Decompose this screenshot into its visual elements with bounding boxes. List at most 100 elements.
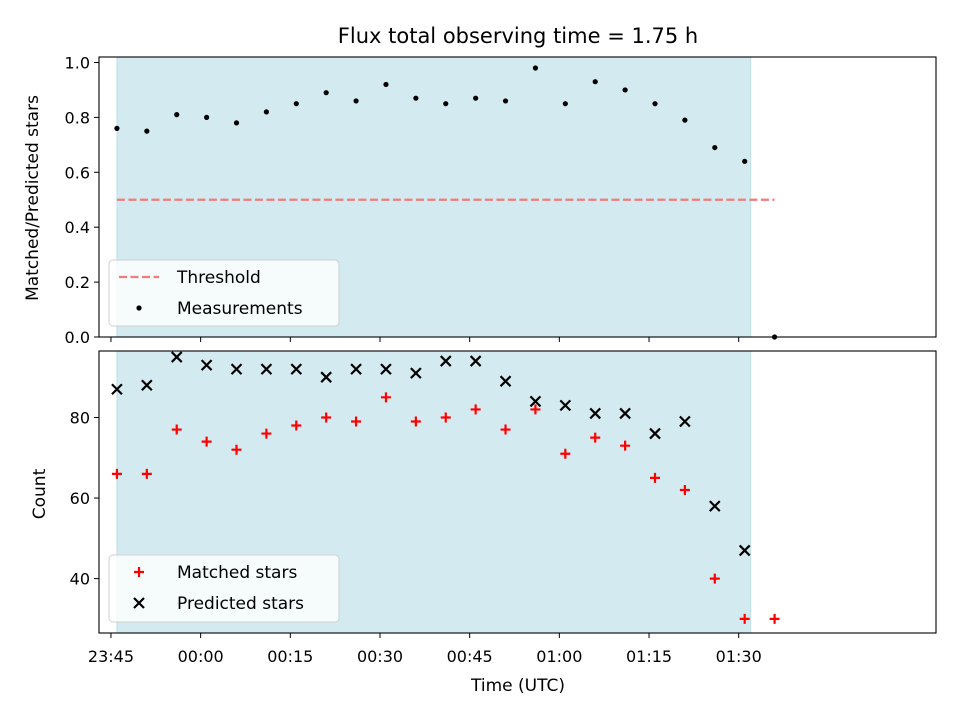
dot-point — [383, 81, 389, 88]
dot-point — [413, 95, 419, 101]
dot-point — [592, 79, 598, 85]
plus-point — [500, 424, 511, 435]
legend-box — [108, 259, 340, 327]
dot-point — [652, 101, 658, 107]
x-point — [380, 363, 392, 375]
x-tick-label: 23:45 — [88, 647, 134, 666]
top-y-axis-label: Matched/Predicted stars — [23, 95, 43, 301]
x-point — [141, 379, 153, 392]
dot-point — [144, 128, 150, 134]
dot-point — [443, 101, 449, 107]
plus-point — [111, 468, 122, 479]
series-measurements — [114, 65, 778, 340]
x-axis-label: Time (UTC) — [470, 676, 565, 696]
dot-point — [263, 109, 269, 115]
axes-frame — [98, 350, 937, 634]
y-tick-label: 0.2 — [65, 273, 90, 292]
dot-point — [562, 101, 568, 107]
x-point — [679, 415, 691, 428]
dot-point — [532, 65, 539, 71]
x-tick-label: 00:45 — [447, 647, 493, 666]
plus-point — [769, 613, 780, 624]
x-tick-label: 01:30 — [716, 647, 762, 666]
dot-point — [204, 114, 210, 120]
dot-point — [293, 101, 299, 107]
dot-point — [712, 144, 718, 151]
series-matched-stars — [111, 392, 780, 624]
dot-point — [174, 112, 180, 118]
plus-point — [590, 432, 601, 443]
y-tick-label: 0.0 — [65, 328, 90, 347]
plus-point — [470, 404, 481, 415]
dot-point — [233, 120, 240, 126]
dot-point — [473, 95, 479, 101]
plus-point — [560, 448, 571, 459]
x-point — [649, 427, 661, 440]
plus-point — [351, 416, 362, 427]
plus-point — [380, 392, 391, 403]
y-tick-label: 0.8 — [65, 108, 90, 127]
x-point — [619, 407, 631, 420]
plus-point — [171, 424, 182, 435]
x-point — [529, 395, 542, 408]
legend-swatch — [134, 567, 144, 577]
dot-point — [742, 158, 748, 164]
dot-point — [682, 117, 688, 123]
bottom-panel: 40 60 80 23:45 00:00 00:15 00:30 00:45 01:00 01:1… — [70, 350, 937, 666]
x-point — [589, 407, 601, 420]
plus-point — [679, 484, 690, 495]
dot-point — [323, 90, 329, 96]
chart-title: Flux total observing time = 1.75 h — [338, 24, 698, 48]
plus-point — [530, 404, 541, 415]
legend-label: Measurements — [177, 299, 303, 319]
x-point — [170, 351, 183, 363]
legend-swatch — [136, 305, 142, 311]
x-point — [709, 500, 721, 512]
x-point — [200, 359, 213, 371]
legend-label: Matched stars — [177, 563, 297, 583]
x-tick-label: 01:15 — [626, 647, 672, 666]
x-tick-label: 00:00 — [178, 647, 224, 666]
x-point — [111, 383, 123, 396]
legend: Matched stars Predicted stars — [108, 554, 340, 623]
plus-point — [739, 613, 750, 624]
x-tick-label: 01:00 — [536, 647, 582, 666]
plus-point — [410, 416, 421, 427]
plus-point — [620, 440, 631, 451]
plus-point — [291, 420, 302, 431]
axes-frame — [98, 56, 937, 338]
x-point — [439, 355, 452, 367]
x-point — [320, 371, 332, 383]
y-tick-label: 0.4 — [65, 218, 90, 237]
x-point — [260, 363, 273, 375]
x-point — [738, 544, 751, 557]
x-point — [350, 363, 362, 375]
x-point — [290, 363, 303, 375]
dot-point — [502, 98, 509, 104]
x-point — [559, 399, 572, 412]
plus-point — [231, 444, 242, 455]
plus-point — [201, 436, 212, 447]
y-tick-label: 0.6 — [65, 163, 90, 182]
top-panel: 0.0 0.2 0.4 0.6 0.8 1.0 Threshold Measurements — [65, 53, 937, 347]
x-point — [499, 375, 512, 387]
y-tick-label: 40 — [70, 570, 90, 589]
plus-point — [440, 412, 451, 423]
legend-label: Threshold — [176, 268, 261, 288]
y-tick-label: 1.0 — [65, 53, 90, 72]
legend-label: Predicted stars — [177, 594, 304, 614]
x-tick-label: 00:15 — [267, 647, 313, 666]
bottom-y-axis-label: Count — [30, 468, 50, 519]
plus-point — [141, 468, 152, 479]
x-point — [410, 367, 422, 379]
plus-point — [321, 412, 332, 423]
series-predicted-stars — [111, 351, 751, 557]
dot-point — [353, 98, 359, 104]
x-point — [469, 355, 482, 367]
y-tick-label: 60 — [70, 489, 90, 508]
legend: Threshold Measurements — [108, 259, 340, 327]
x-tick-label: 00:30 — [357, 647, 403, 666]
dot-point — [622, 87, 628, 93]
y-tick-label: 80 — [70, 408, 90, 427]
